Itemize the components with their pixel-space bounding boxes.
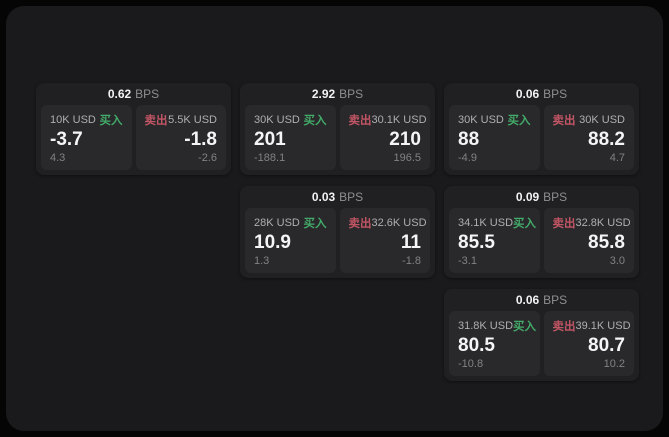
sell-price: -1.8 [184,129,217,150]
sell-amount: 5.5K USD [168,114,217,126]
buy-amount: 28K USD [254,217,300,229]
sell-delta: 3.0 [609,255,625,267]
sell-delta: 196.5 [393,152,421,164]
buy-panel[interactable]: 30K USD 买入 201 -188.1 [245,105,336,170]
buy-tag[interactable]: 买入 [507,115,531,127]
buy-tag[interactable]: 买入 [513,321,537,333]
sell-price: 210 [389,129,421,150]
sell-delta: -2.6 [198,152,217,164]
sell-amount: 32.8K USD [575,217,631,229]
sell-panel[interactable]: 卖出 39.1K USD 80.7 10.2 [543,311,634,376]
bps-value: 2.92 [311,87,336,101]
bps-value: 0.06 [515,87,540,101]
quote-card-5[interactable]: 0.09 BPS 34.1K USD 买入 85.5 -3.1 卖出 32.8K… [444,186,639,278]
buy-panel[interactable]: 34.1K USD 买入 85.5 -3.1 [449,208,540,273]
buy-panel[interactable]: 28K USD 买入 10.9 1.3 [245,208,336,273]
sell-price: 80.7 [588,335,625,356]
sell-panel[interactable]: 卖出 32.6K USD 11 -1.8 [339,208,430,273]
buy-panel[interactable]: 10K USD 买入 -3.7 4.3 [41,105,132,170]
card-header: 0.06 BPS [444,289,639,311]
buy-price: 85.5 [458,232,495,253]
sell-amount: 39.1K USD [575,320,631,332]
buy-delta: -3.1 [458,255,477,267]
card-header: 0.62 BPS [36,83,231,105]
card-header: 2.92 BPS [240,83,435,105]
sell-amount: 30K USD [579,114,625,126]
sell-price: 88.2 [588,129,625,150]
card-header: 0.06 BPS [444,83,639,105]
buy-price: 10.9 [254,232,291,253]
sell-price: 85.8 [588,232,625,253]
sell-tag[interactable]: 卖出 [348,218,372,230]
quote-card-1[interactable]: 0.62 BPS 10K USD 买入 -3.7 4.3 卖出 5.5K USD… [36,83,231,175]
sell-amount: 30.1K USD [371,114,427,126]
card-header: 0.03 BPS [240,186,435,208]
buy-price: 80.5 [458,335,495,356]
bps-value: 0.62 [107,87,132,101]
buy-amount: 34.1K USD [458,217,514,229]
buy-tag[interactable]: 买入 [303,115,327,127]
sell-panel[interactable]: 卖出 30K USD 88.2 4.7 [543,105,634,170]
bps-unit-label: BPS [543,293,568,307]
buy-delta: -10.8 [458,358,484,370]
quote-card-2[interactable]: 2.92 BPS 30K USD 买入 201 -188.1 卖出 30.1K … [240,83,435,175]
sell-price: 11 [400,232,421,253]
buy-amount: 30K USD [254,114,300,126]
card-header: 0.09 BPS [444,186,639,208]
sell-tag[interactable]: 卖出 [552,115,576,127]
buy-price: 88 [458,129,480,150]
sell-tag[interactable]: 卖出 [348,115,372,127]
sell-panel[interactable]: 卖出 32.8K USD 85.8 3.0 [543,208,634,273]
buy-delta: -4.9 [458,152,477,164]
sell-panel[interactable]: 卖出 30.1K USD 210 196.5 [339,105,430,170]
bps-unit-label: BPS [543,190,568,204]
bps-unit-label: BPS [339,190,364,204]
buy-amount: 30K USD [458,114,504,126]
buy-tag[interactable]: 买入 [99,115,123,127]
sell-delta: 10.2 [603,358,625,370]
sell-tag[interactable]: 卖出 [552,218,576,230]
buy-panel[interactable]: 31.8K USD 买入 80.5 -10.8 [449,311,540,376]
app-canvas: 0.62 BPS 10K USD 买入 -3.7 4.3 卖出 5.5K USD… [6,6,663,431]
sell-delta: -1.8 [402,255,421,267]
sell-panel[interactable]: 卖出 5.5K USD -1.8 -2.6 [135,105,226,170]
buy-delta: -188.1 [254,152,286,164]
buy-tag[interactable]: 买入 [513,218,537,230]
bps-value: 0.09 [515,190,540,204]
buy-panel[interactable]: 30K USD 买入 88 -4.9 [449,105,540,170]
buy-tag[interactable]: 买入 [303,218,327,230]
quote-card-6[interactable]: 0.06 BPS 31.8K USD 买入 80.5 -10.8 卖出 39.1… [444,289,639,381]
bps-unit-label: BPS [339,87,364,101]
buy-delta: 1.3 [254,255,270,267]
quote-card-4[interactable]: 0.03 BPS 28K USD 买入 10.9 1.3 卖出 32.6K US… [240,186,435,278]
buy-amount: 10K USD [50,114,96,126]
bps-unit-label: BPS [135,87,160,101]
sell-tag[interactable]: 卖出 [144,115,168,127]
quote-card-3[interactable]: 0.06 BPS 30K USD 买入 88 -4.9 卖出 30K USD 8… [444,83,639,175]
bps-unit-label: BPS [543,87,568,101]
bps-value: 0.03 [311,190,336,204]
sell-amount: 32.6K USD [371,217,427,229]
buy-price: 201 [254,129,286,150]
sell-tag[interactable]: 卖出 [552,321,576,333]
buy-price: -3.7 [50,129,83,150]
buy-amount: 31.8K USD [458,320,514,332]
sell-delta: 4.7 [609,152,625,164]
buy-delta: 4.3 [50,152,66,164]
bps-value: 0.06 [515,293,540,307]
